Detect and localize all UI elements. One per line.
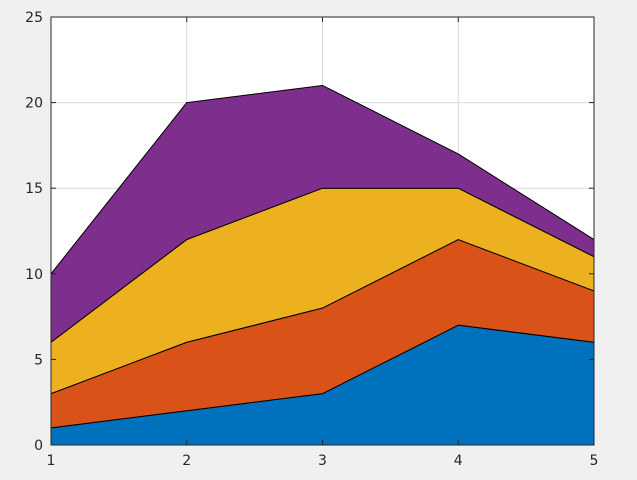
x-tick-label: 4 [454,453,463,469]
y-tick-label: 15 [25,181,43,197]
y-tick-label: 25 [25,10,43,26]
y-tick-label: 0 [34,438,43,454]
area-series-group [50,84,595,446]
axes [50,16,595,446]
x-tick-label: 5 [590,453,599,469]
tick-labels: 1 2 3 4 5 0 5 10 15 20 25 [25,10,598,469]
x-tick-label: 1 [47,453,56,469]
y-tick-label: 10 [25,267,43,283]
y-tick-label: 5 [34,352,43,368]
x-tick-label: 2 [182,453,191,469]
y-tick-label: 20 [25,96,43,112]
x-tick-label: 3 [318,453,327,469]
